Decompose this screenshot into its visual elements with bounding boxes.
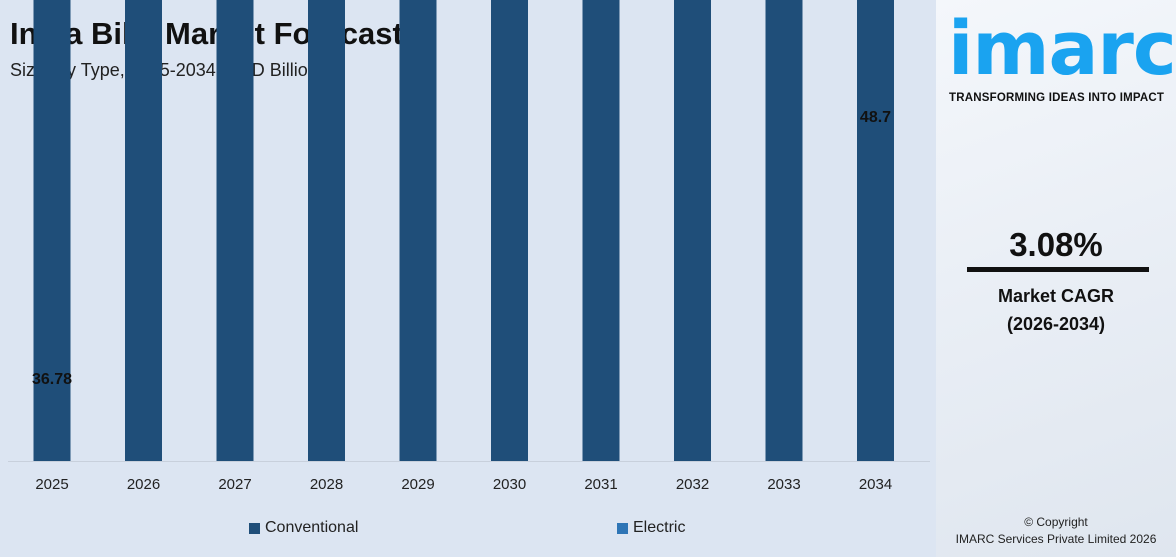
- bar-conventional-2027: [216, 0, 254, 461]
- tagline: TRANSFORMING IDEAS INTO IMPACT: [949, 92, 1165, 104]
- copyright: © Copyright: [1024, 515, 1088, 529]
- legend-conventional: Conventional: [249, 519, 358, 537]
- bar-conventional-2031: [582, 0, 620, 461]
- cagr-period: (2026-2034): [1006, 314, 1106, 334]
- cagr-label: Market CAGR: [997, 286, 1115, 306]
- bar-conventional-2025: [33, 0, 71, 461]
- x-tick-label: 2028: [310, 476, 343, 493]
- legend-swatch: [617, 522, 628, 534]
- imarc-logo: imarc: [948, 6, 1176, 92]
- side-panel: imarc TRANSFORMING IDEAS INTO IMPACT 3.0…: [936, 0, 1176, 557]
- legend-swatch: [249, 522, 260, 534]
- data-label: 36.78: [32, 371, 72, 388]
- legend-label: Conventional: [265, 519, 359, 536]
- x-tick-label: 2029: [401, 476, 434, 493]
- x-tick-label: 2031: [584, 476, 617, 493]
- stacked-bar-chart: 2025 36.78 2026 2027 2028 2029 2030 2031 2032 203…: [8, 0, 930, 493]
- bar-conventional-2033: [765, 0, 803, 462]
- x-tick-label: 2034: [859, 476, 892, 493]
- cagr-value: 3.08%: [1009, 226, 1103, 263]
- bar-conventional-2032: [674, 0, 711, 461]
- x-tick-label: 2030: [493, 476, 526, 493]
- bar-conventional-2030: [491, 0, 528, 461]
- company: IMARC Services Private Limited 2026: [955, 532, 1157, 546]
- data-label: 48.7: [860, 109, 891, 126]
- bar-conventional-2029: [399, 0, 437, 461]
- x-tick-label: 2025: [35, 476, 68, 493]
- bar-conventional-2034: [857, 0, 894, 462]
- chart-panel: India Bike Market Forecast Size, By Type…: [8, 0, 930, 537]
- bar-conventional-2028: [308, 0, 345, 461]
- x-tick-label: 2033: [767, 476, 800, 493]
- x-tick-label: 2032: [676, 476, 709, 493]
- x-tick-label: 2027: [218, 476, 251, 493]
- legend-electric: Electric: [617, 519, 685, 537]
- x-tick-label: 2026: [127, 476, 160, 493]
- legend-label: Electric: [633, 519, 686, 536]
- bar-conventional-2026: [125, 0, 162, 461]
- divider: [967, 267, 1149, 272]
